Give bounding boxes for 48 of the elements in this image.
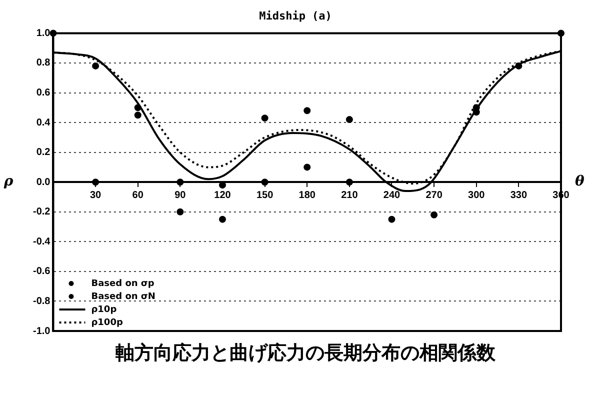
y-tick-label: -0.8 [32, 296, 51, 307]
point [304, 164, 311, 171]
x-tick-label: 60 [132, 190, 144, 201]
legend-label: Based on σN [91, 292, 156, 302]
point [558, 30, 564, 37]
point [176, 208, 184, 216]
y-tick-label: 0.4 [36, 117, 51, 128]
y-tick-label: 0.8 [36, 58, 51, 69]
y-axis-title: ρ [2, 174, 14, 190]
x-tick-label: 90 [174, 190, 186, 201]
x-tick-label: 210 [341, 190, 358, 201]
point [218, 216, 226, 223]
point [346, 116, 353, 124]
y-tick-label: 0.6 [36, 88, 51, 99]
x-tick-label: 240 [383, 190, 401, 201]
x-tick-label: 150 [256, 190, 274, 201]
x-tick-label: 120 [214, 190, 232, 201]
y-tick-label: 1.0 [36, 28, 51, 39]
point [261, 178, 268, 186]
x-tick-label: 180 [298, 190, 316, 201]
x-tick-label: 300 [468, 190, 486, 201]
y-tick-label: -0.4 [32, 236, 51, 248]
legend-label: Based on σp [91, 278, 155, 289]
point [346, 178, 353, 186]
point [134, 112, 142, 119]
text: 軸方向応力と曲げ応力の長期分布の相関係数 [114, 341, 496, 366]
point [388, 216, 396, 223]
y-tick-label: -0.2 [32, 206, 51, 218]
legend-label: ρ100p [91, 318, 124, 328]
x-axis-title: θ [575, 174, 585, 190]
point [92, 178, 100, 186]
point [176, 178, 184, 186]
y-tick-label: 0.0 [36, 176, 51, 188]
point [134, 104, 142, 112]
point [50, 30, 57, 37]
point [92, 62, 100, 70]
point [515, 62, 522, 70]
point [304, 107, 311, 114]
x-tick-label: 330 [510, 190, 528, 201]
y-tick-label: -1.0 [32, 326, 51, 337]
point [261, 114, 268, 122]
y-tick-label: 0.2 [36, 147, 51, 158]
chart-title: Midship (a) [259, 9, 332, 22]
legend-label: ρ10p [91, 304, 118, 315]
x-tick-label: 30 [90, 190, 102, 201]
y-tick-label: -0.6 [32, 266, 51, 278]
point [430, 211, 438, 218]
x-tick-label: 270 [426, 190, 443, 201]
